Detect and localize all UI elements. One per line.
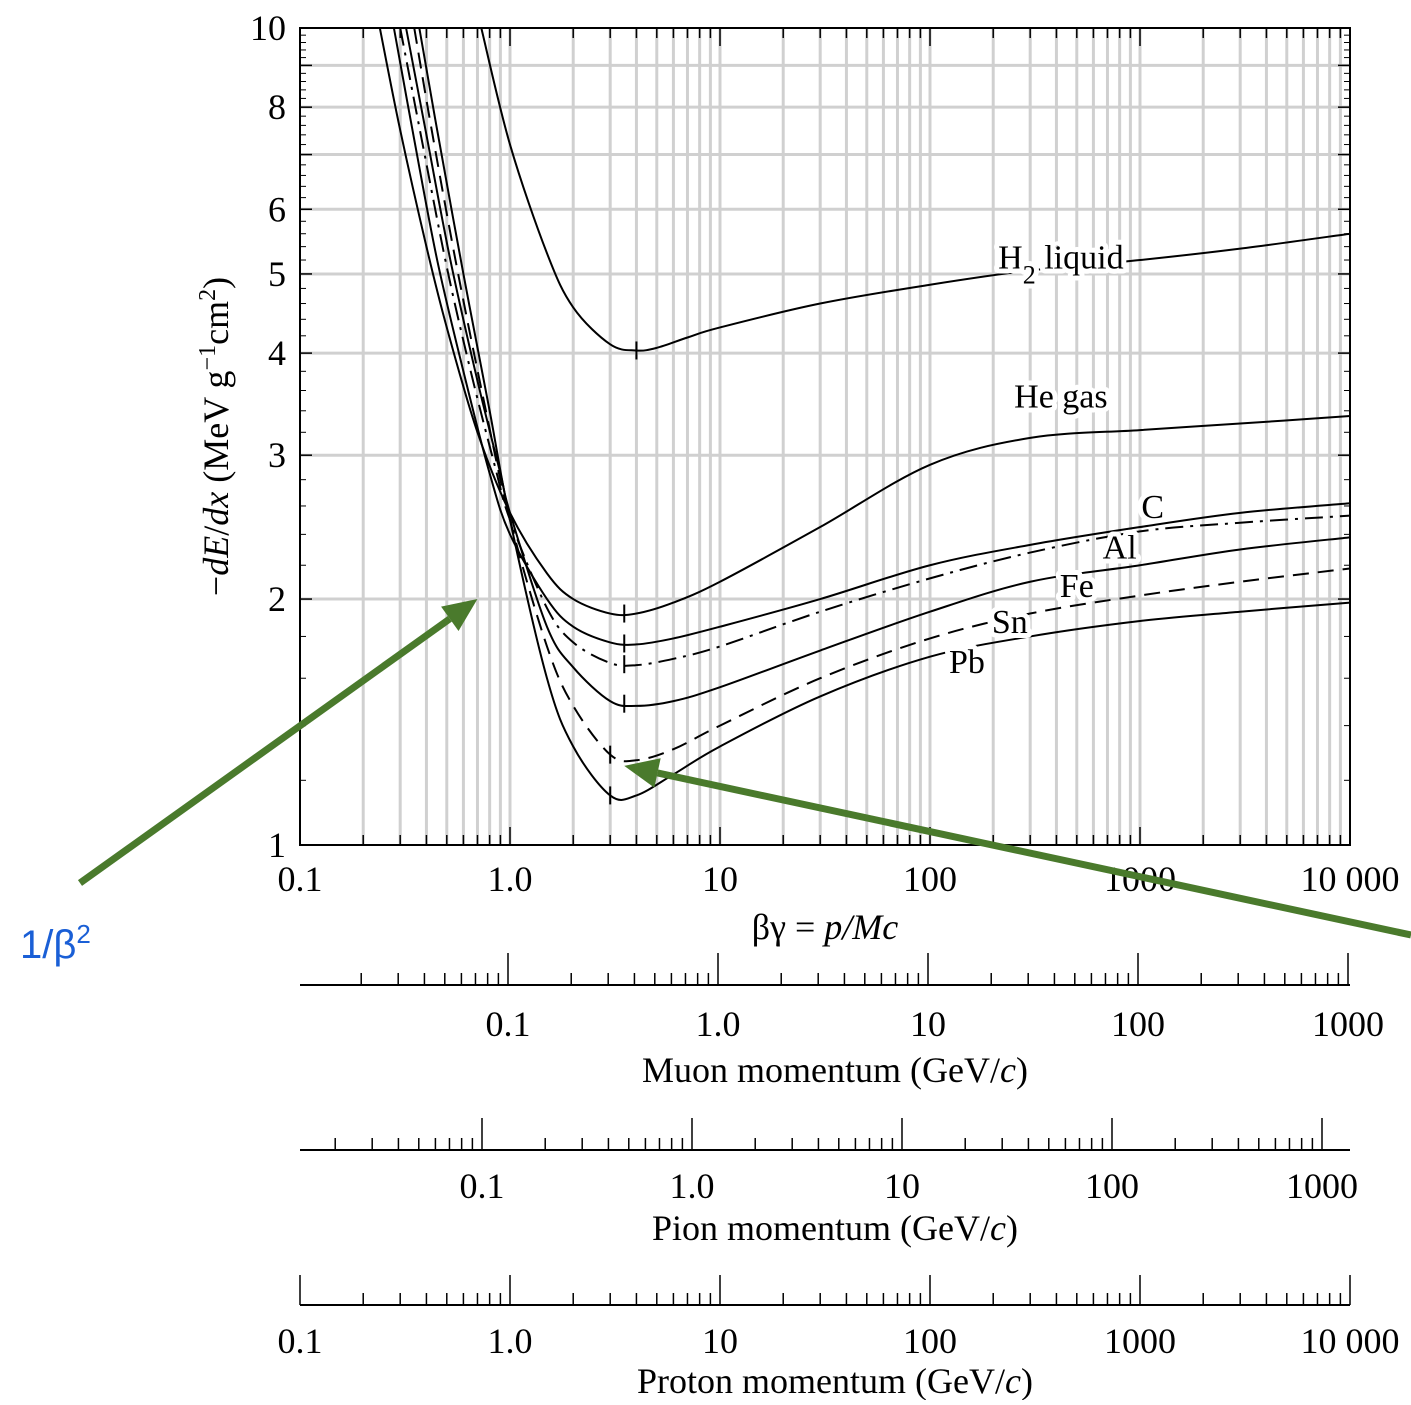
momentum-axis-pion-title: Pion momentum (GeV/c) <box>652 1208 1018 1248</box>
y-tick-label: 3 <box>268 435 286 475</box>
curve-pb <box>418 27 1351 801</box>
y-tick-label: 4 <box>268 333 286 373</box>
momentum-axis-proton-label: 100 <box>903 1321 957 1361</box>
momentum-axis-proton-label: 0.1 <box>278 1321 323 1361</box>
curve-label-fe-main: Fe <box>1060 568 1094 605</box>
x-tick-label: 100 <box>903 859 957 899</box>
momentum-axis-proton-title-post: ) <box>1021 1361 1033 1400</box>
y-tick-label: 8 <box>268 87 286 127</box>
momentum-axis-muon-title-post: ) <box>1016 1050 1028 1090</box>
y-axis-title-dx: dx <box>196 492 236 526</box>
curve-he <box>378 27 1351 617</box>
curve-label-h2-rest: liquid <box>1036 240 1124 277</box>
curve-label-he: He gas <box>1014 378 1107 415</box>
momentum-axis-muon-title: Muon momentum (GeV/c) <box>642 1050 1028 1090</box>
curve-label-h2-main: H <box>998 240 1023 277</box>
momentum-axis-pion-title-post: ) <box>1006 1208 1018 1248</box>
momentum-axis-pion-label: 1.0 <box>670 1166 715 1206</box>
plot-frame <box>299 27 1351 846</box>
momentum-axis-proton-label: 1000 <box>1104 1321 1176 1361</box>
x-axis-title: βγ = p/Mc <box>752 907 899 947</box>
curve-al <box>399 27 1351 667</box>
y-axis-title-close: ) <box>196 277 236 289</box>
curve-label-c: C <box>1141 489 1164 526</box>
x-tick-label: 0.1 <box>278 859 323 899</box>
y-axis-title-slash: / <box>196 526 236 536</box>
momentum-axis-pion-title-pre: Pion momentum (GeV/ <box>652 1208 990 1248</box>
momentum-axis-pion-label: 10 <box>884 1166 920 1206</box>
frame-layer <box>299 27 1351 846</box>
x-axis-title-pre: βγ = <box>752 907 825 947</box>
annotation-inv-beta2: 1/β2 <box>20 919 91 967</box>
momentum-axis-muon-title-pre: Muon momentum (GeV/ <box>642 1050 1000 1090</box>
curve-sn <box>413 27 1351 763</box>
annotation-inv-beta2-sup: 2 <box>76 919 90 949</box>
curve-label-sn: Sn <box>992 604 1028 641</box>
momentum-axis-proton-label: 10 000 <box>1301 1321 1400 1361</box>
y-axis-title-exp1: −1 <box>195 345 221 371</box>
x-tick-label: 10 000 <box>1301 859 1400 899</box>
curve-label-c-main: C <box>1141 489 1164 526</box>
momentum-axis-muon-label: 10 <box>910 1004 946 1044</box>
curve-label-pb-main: Pb <box>949 644 985 681</box>
curve-label-al-main: Al <box>1103 529 1137 566</box>
momentum-axis-pion-title-c: c <box>990 1208 1006 1248</box>
arrow-inv-beta2-shaft <box>77 615 452 886</box>
curve-layer <box>378 27 1351 805</box>
curve-label-fe: Fe <box>1060 568 1094 605</box>
y-axis-title-minus: − <box>196 576 236 596</box>
y-axis-title-cm: cm <box>196 301 236 345</box>
curve-label-al: Al <box>1103 529 1137 566</box>
curve-label-he-main: He gas <box>1014 378 1107 415</box>
momentum-axis-proton-title-pre: Proton momentum (GeV/ <box>637 1361 1005 1400</box>
grid-layer <box>300 28 1350 845</box>
momentum-axis-proton-title: Proton momentum (GeV/c) <box>637 1361 1033 1400</box>
y-tick-label: 2 <box>268 579 286 619</box>
momentum-axis-proton-label: 10 <box>702 1321 738 1361</box>
arrow-inv-beta2-head <box>441 599 478 632</box>
curve-label-pb: Pb <box>949 644 985 681</box>
curve-label-h2: H2 liquid <box>998 240 1123 290</box>
y-tick-label: 6 <box>268 189 286 229</box>
momentum-axis-proton-label: 1.0 <box>488 1321 533 1361</box>
curve-fe <box>405 27 1351 708</box>
curve-label-sn-main: Sn <box>992 604 1028 641</box>
curve-h2 <box>480 27 1351 352</box>
momentum-axis-muon-label: 1.0 <box>696 1004 741 1044</box>
momentum-axis-muon-label: 100 <box>1111 1004 1165 1044</box>
momentum-axis-pion-label: 0.1 <box>460 1166 505 1206</box>
y-axis-title: −dE/dx (MeV g−1cm2) <box>195 277 236 596</box>
curve-label-h2-sub: 2 <box>1023 260 1036 289</box>
arrow-min-ionizing-head <box>624 758 661 788</box>
momentum-axis-proton-title-c: c <box>1005 1361 1021 1400</box>
x-tick-label: 10 <box>702 859 738 899</box>
momentum-axis-pion-label: 100 <box>1085 1166 1139 1206</box>
y-tick-label: 1 <box>268 825 286 865</box>
momentum-axis-muon-title-c: c <box>1000 1050 1016 1090</box>
y-axis-title-exp2: 2 <box>195 289 221 301</box>
momentum-axes: 0.1 1.0 10 100 1000 Muon momentum (GeV/c) 0.1 1… <box>278 953 1400 1401</box>
y-tick-label: 5 <box>268 254 286 294</box>
y-axis-title-de: dE <box>196 536 236 576</box>
curve-c <box>392 27 1351 646</box>
arrow-min-ionizing-shaft <box>656 769 1411 939</box>
momentum-axis-muon-label: 1000 <box>1312 1004 1384 1044</box>
annotation-layer: 1/β2 <box>20 599 1411 967</box>
annotation-inv-beta2-main: 1/β <box>20 923 76 967</box>
momentum-axis-muon-label: 0.1 <box>486 1004 531 1044</box>
momentum-axis-pion-label: 1000 <box>1286 1166 1358 1206</box>
x-axis-title-italic: p/Mc <box>821 907 898 947</box>
y-tick-label: 10 <box>250 8 286 48</box>
y-axis-title-unit: (MeV g <box>196 370 236 491</box>
x-tick-label: 1.0 <box>488 859 533 899</box>
